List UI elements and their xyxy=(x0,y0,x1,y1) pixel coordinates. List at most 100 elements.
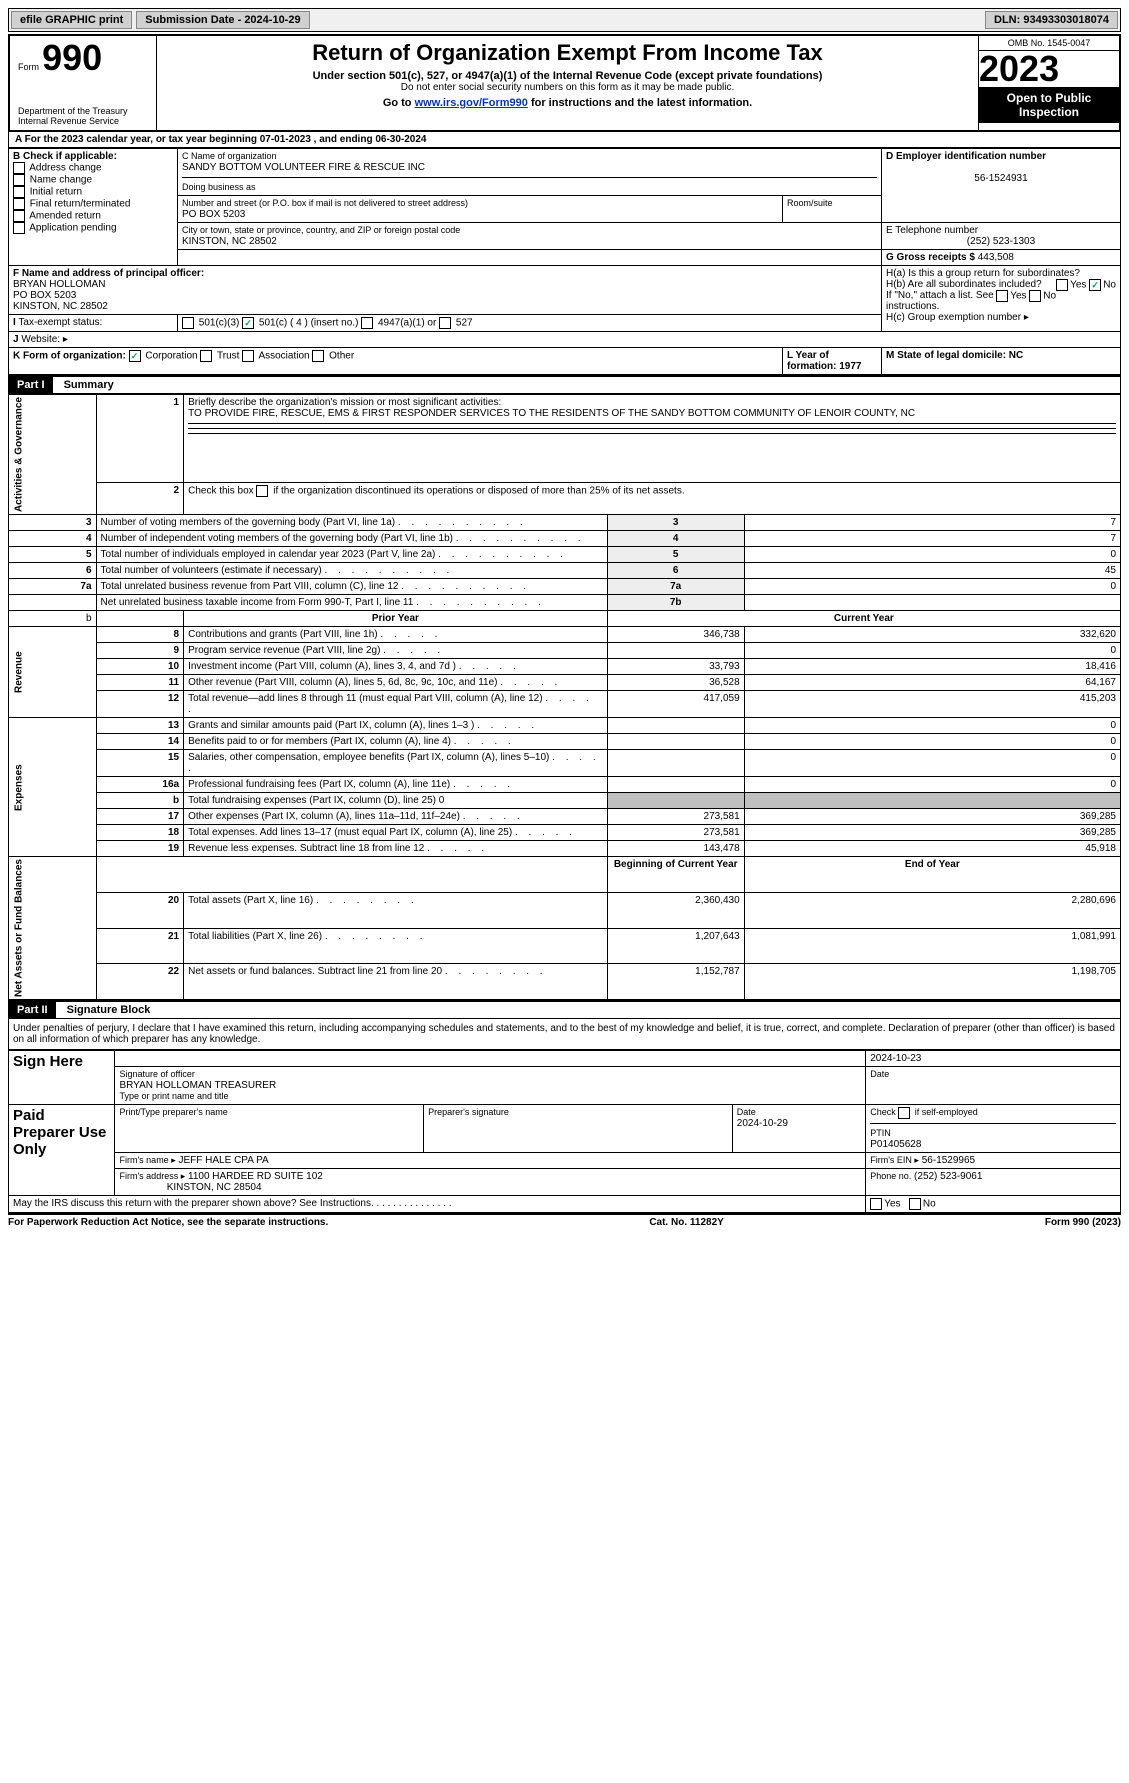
cb-initial-return[interactable]: Initial return xyxy=(30,187,82,198)
box-f-label: F Name and address of principal officer: xyxy=(13,268,204,279)
room-label: Room/suite xyxy=(787,198,833,208)
form-number: 990 xyxy=(42,37,102,78)
form-title: Return of Organization Exempt From Incom… xyxy=(165,40,970,66)
box-e-label: E Telephone number xyxy=(886,225,978,236)
sign-here: Sign Here xyxy=(9,1051,115,1105)
sig-officer-label: Signature of officer xyxy=(119,1069,194,1079)
rev-curr-11: 64,167 xyxy=(744,675,1120,691)
gov-val-5: 0 xyxy=(744,547,1120,563)
net-line-21: Total liabilities (Part X, line 26) . . … xyxy=(184,928,608,964)
hb-label: H(b) Are all subordinates included? xyxy=(886,279,1042,290)
cb-corporation[interactable]: Corporation xyxy=(145,351,197,362)
exp-prior-14 xyxy=(607,734,744,750)
prep-name-label: Print/Type preparer's name xyxy=(119,1107,227,1117)
irs-link[interactable]: www.irs.gov/Form990 xyxy=(415,97,528,109)
part2-title: Signature Block xyxy=(59,1004,151,1016)
signature-block: Sign Here 2024-10-23 Signature of office… xyxy=(8,1050,1121,1213)
firm-addr1: 1100 HARDEE RD SUITE 102 xyxy=(188,1171,323,1182)
box-g-label: G Gross receipts $ xyxy=(886,252,975,263)
rev-curr-10: 18,416 xyxy=(744,659,1120,675)
dba-label: Doing business as xyxy=(182,182,256,192)
cb-name-change[interactable]: Name change xyxy=(30,175,92,186)
gov-line-5: Total number of individuals employed in … xyxy=(96,547,607,563)
ssn-note: Do not enter social security numbers on … xyxy=(165,82,970,93)
gov-line-6: Total number of volunteers (estimate if … xyxy=(96,563,607,579)
entity-info: B Check if applicable: Address change Na… xyxy=(8,148,1121,375)
footer-mid: Cat. No. 11282Y xyxy=(649,1217,723,1228)
ein-value: 56-1524931 xyxy=(886,173,1116,184)
cb-application-pending[interactable]: Application pending xyxy=(29,223,116,234)
box-d-label: D Employer identification number xyxy=(886,151,1046,162)
rev-prior-8: 346,738 xyxy=(607,627,744,643)
net-prior-22: 1,152,787 xyxy=(607,964,744,1000)
city-label: City or town, state or province, country… xyxy=(182,225,460,235)
net-prior-20: 2,360,430 xyxy=(607,892,744,928)
cb-527[interactable]: 527 xyxy=(456,318,473,329)
hc-label: H(c) Group exemption number ▸ xyxy=(886,312,1029,323)
sig-name-label: Type or print name and title xyxy=(119,1091,228,1101)
cb-trust[interactable]: Trust xyxy=(217,351,239,362)
ptin-label: PTIN xyxy=(870,1128,891,1138)
cb-other[interactable]: Other xyxy=(329,351,354,362)
exp-line-19: Revenue less expenses. Subtract line 18 … xyxy=(184,841,608,857)
exp-prior-16a xyxy=(607,777,744,793)
footer-right: Form 990 (2023) xyxy=(1045,1217,1121,1228)
gov-val-7b xyxy=(744,595,1120,611)
org-address: PO BOX 5203 xyxy=(182,209,245,220)
goto-note: Go to www.irs.gov/Form990 for instructio… xyxy=(165,97,970,109)
rev-prior-9 xyxy=(607,643,744,659)
box-b-label: B Check if applicable: xyxy=(13,151,117,162)
cb-final-return[interactable]: Final return/terminated xyxy=(30,199,131,210)
cb-amended-return[interactable]: Amended return xyxy=(29,211,101,222)
col-end: End of Year xyxy=(744,857,1120,893)
firm-phone: (252) 523-9061 xyxy=(914,1171,982,1182)
box-m: M State of legal domicile: NC xyxy=(886,350,1023,361)
prep-date: 2024-10-29 xyxy=(737,1118,788,1129)
exp-line-16a: Professional fundraising fees (Part IX, … xyxy=(184,777,608,793)
gov-val-4: 7 xyxy=(744,531,1120,547)
side-activities: Activities & Governance xyxy=(9,395,97,515)
exp-prior-17: 273,581 xyxy=(607,809,744,825)
dln-label: DLN: 93493303018074 xyxy=(985,11,1118,29)
q1-label: Briefly describe the organization's miss… xyxy=(188,397,501,408)
rev-line-10: Investment income (Part VIII, column (A)… xyxy=(184,659,608,675)
cb-501c[interactable]: 501(c) ( 4 ) (insert no.) xyxy=(259,318,358,329)
org-name: SANDY BOTTOM VOLUNTEER FIRE & RESCUE INC xyxy=(182,162,425,173)
exp-line-15: Salaries, other compensation, employee b… xyxy=(184,750,608,777)
exp-line-b: Total fundraising expenses (Part IX, col… xyxy=(184,793,608,809)
cb-501c3[interactable]: 501(c)(3) xyxy=(199,318,240,329)
ptin-value: P01405628 xyxy=(870,1139,921,1150)
tax-year: 2023 xyxy=(979,51,1119,87)
net-line-20: Total assets (Part X, line 16) . . . . .… xyxy=(184,892,608,928)
gov-val-7a: 0 xyxy=(744,579,1120,595)
exp-curr-14: 0 xyxy=(744,734,1120,750)
firm-name-label: Firm's name ▸ xyxy=(119,1155,175,1165)
rev-prior-11: 36,528 xyxy=(607,675,744,691)
cb-4947[interactable]: 4947(a)(1) or xyxy=(378,318,436,329)
officer-addr1: PO BOX 5203 xyxy=(13,290,76,301)
cb-address-change[interactable]: Address change xyxy=(29,163,101,174)
exp-line-13: Grants and similar amounts paid (Part IX… xyxy=(184,718,608,734)
box-l: L Year of formation: 1977 xyxy=(787,350,861,372)
rev-line-11: Other revenue (Part VIII, column (A), li… xyxy=(184,675,608,691)
submission-date-button[interactable]: Submission Date - 2024-10-29 xyxy=(136,11,309,29)
part2-tag: Part II xyxy=(9,1002,56,1018)
discuss-label: May the IRS discuss this return with the… xyxy=(13,1198,374,1209)
form-word: Form xyxy=(18,62,39,72)
topbar: efile GRAPHIC print Submission Date - 20… xyxy=(8,8,1121,32)
box-k-label: K Form of organization: xyxy=(13,351,126,362)
hb-note: If "No," attach a list. See instructions… xyxy=(886,290,994,312)
rev-prior-10: 33,793 xyxy=(607,659,744,675)
gov-val-6: 45 xyxy=(744,563,1120,579)
date-label: Date xyxy=(870,1069,889,1079)
firm-phone-label: Phone no. xyxy=(870,1171,911,1181)
rev-curr-12: 415,203 xyxy=(744,691,1120,718)
rev-curr-8: 332,620 xyxy=(744,627,1120,643)
open-to-public: Open to Public Inspection xyxy=(979,87,1119,123)
rev-curr-9: 0 xyxy=(744,643,1120,659)
efile-print-button[interactable]: efile GRAPHIC print xyxy=(11,11,132,29)
rev-line-8: Contributions and grants (Part VIII, lin… xyxy=(184,627,608,643)
dept-treasury: Department of the Treasury Internal Reve… xyxy=(18,106,148,126)
cb-association[interactable]: Association xyxy=(258,351,309,362)
exp-line-18: Total expenses. Add lines 13–17 (must eq… xyxy=(184,825,608,841)
